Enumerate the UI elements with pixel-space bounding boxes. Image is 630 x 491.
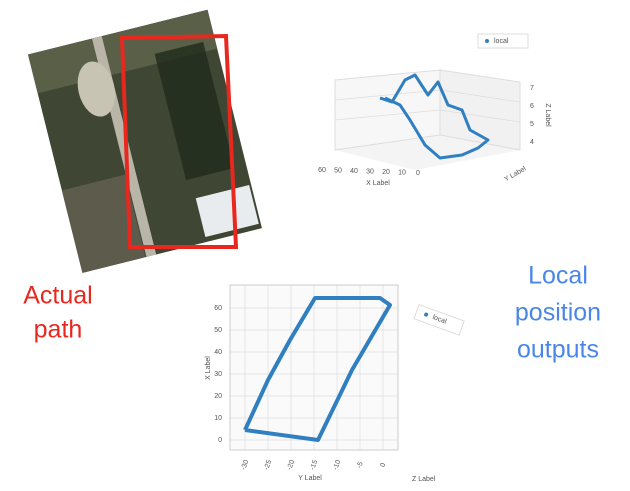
x-tick-label: 0 bbox=[416, 170, 420, 177]
y-tick-label: -20 bbox=[286, 459, 296, 471]
x-tick-label: 30 bbox=[214, 371, 222, 378]
x-axis-label: X Label bbox=[366, 180, 390, 187]
legend-marker bbox=[485, 39, 489, 43]
x-tick-label: 10 bbox=[214, 415, 222, 422]
legend-label: local bbox=[494, 38, 509, 45]
x-tick-label: 60 bbox=[318, 167, 326, 174]
x-tick-label: 30 bbox=[366, 168, 374, 175]
z-tick-label: 5 bbox=[530, 121, 534, 128]
annotation-line: Local bbox=[528, 262, 588, 290]
x-tick-label: 50 bbox=[214, 327, 222, 334]
x-tick-label: 20 bbox=[382, 169, 390, 176]
annotation-line: position bbox=[515, 299, 601, 327]
x-ticks: 60 50 40 30 20 10 0 bbox=[318, 167, 420, 177]
x-tick-label: 0 bbox=[218, 437, 222, 444]
y-tick-label: -5 bbox=[356, 461, 365, 469]
x-tick-label: 40 bbox=[214, 349, 222, 356]
z-tick-label: 6 bbox=[530, 103, 534, 110]
y-axis-label: Y Label bbox=[503, 165, 527, 183]
legend: local bbox=[414, 305, 464, 336]
y-tick-label: -10 bbox=[332, 459, 342, 471]
y-tick-label: -30 bbox=[240, 459, 250, 471]
y-tick-label: -25 bbox=[263, 459, 273, 471]
annotation-line: Actual bbox=[23, 282, 92, 310]
page: local X Label Y Label Z Label 6050403020… bbox=[0, 0, 630, 491]
y-ticks: 0 10 20 30 40 50 60 bbox=[214, 305, 222, 444]
figure: local X Label Y Label Z Label 6050403020… bbox=[0, 0, 630, 491]
x-tick-label: 40 bbox=[350, 168, 358, 175]
local-outputs-label: Local position outputs bbox=[515, 262, 601, 364]
annotation-line: outputs bbox=[517, 336, 599, 364]
z-axis-label: Z Label bbox=[412, 476, 436, 483]
y-tick-label: -15 bbox=[309, 459, 319, 471]
actual-path-label: Actual path bbox=[23, 282, 92, 344]
annotation-line: path bbox=[34, 316, 83, 344]
x-tick-label: 10 bbox=[398, 169, 406, 176]
z-axis-label: Z Label bbox=[544, 103, 551, 127]
plot-bottom: local X Label Y Label Z Label -30-25-20-… bbox=[205, 285, 464, 483]
y-tick-label: 0 bbox=[379, 462, 387, 468]
y-axis-label: Y Label bbox=[298, 475, 322, 482]
x-tick-label: 60 bbox=[214, 305, 222, 312]
x-ticks: -30 -25 -20 -15 -10 -5 0 bbox=[240, 459, 387, 471]
z-tick-label: 4 bbox=[530, 139, 534, 146]
x-axis-label: X Label bbox=[205, 356, 212, 380]
x-tick-label: 20 bbox=[214, 393, 222, 400]
x-tick-label: 50 bbox=[334, 167, 342, 174]
z-tick-label: 7 bbox=[530, 85, 534, 92]
z-ticks: 4 5 6 7 bbox=[530, 85, 534, 146]
